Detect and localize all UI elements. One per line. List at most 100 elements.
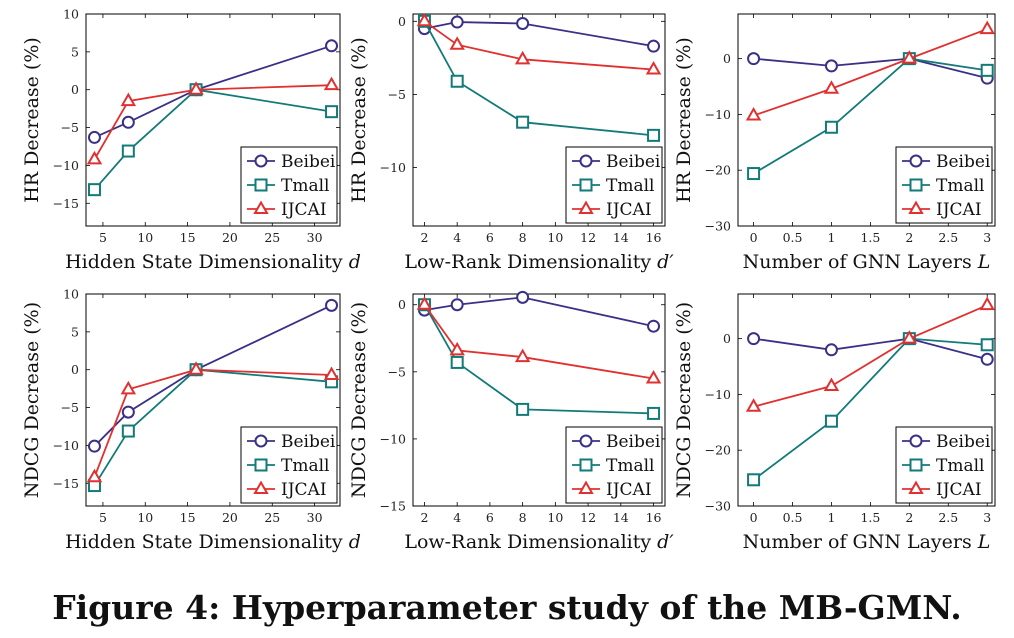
data-point xyxy=(325,39,339,53)
series-line xyxy=(753,57,988,80)
legend-marker xyxy=(254,178,268,192)
y-tick-label: −15 xyxy=(53,476,79,491)
data-point xyxy=(980,352,994,366)
x-axis-variable: L xyxy=(977,531,991,553)
x-axis-variable: L xyxy=(977,251,991,273)
plot-frame xyxy=(85,13,341,227)
legend-marker xyxy=(909,434,923,448)
y-tick-label: −30 xyxy=(705,499,731,514)
y-tick-label: 0 xyxy=(398,297,406,312)
data-point xyxy=(824,343,838,357)
x-tick-label: 0 xyxy=(750,230,758,245)
series-ijcai xyxy=(745,296,995,412)
data-point xyxy=(980,63,994,77)
series-beibei xyxy=(747,332,994,366)
data-point xyxy=(516,115,530,129)
data-point xyxy=(824,120,838,134)
x-tick-label: 15 xyxy=(180,230,196,245)
x-tick-label: 30 xyxy=(307,230,323,245)
x-tick-label: 5 xyxy=(99,230,107,245)
x-tick-label: 25 xyxy=(264,510,280,525)
series-line xyxy=(424,296,654,328)
y-tick-label: 0 xyxy=(71,82,79,97)
plot-frame xyxy=(737,293,996,507)
x-tick-label: 8 xyxy=(519,230,527,245)
x-axis-variable: d xyxy=(349,251,361,273)
data-point xyxy=(516,290,530,304)
data-point xyxy=(747,167,761,181)
legend-label: Beibei xyxy=(606,432,661,452)
x-tick-label: 25 xyxy=(264,230,280,245)
data-point xyxy=(86,150,103,165)
y-tick-label: −10 xyxy=(380,160,406,175)
data-point xyxy=(449,341,465,356)
series-line xyxy=(424,21,654,48)
legend-marker xyxy=(254,434,268,448)
legend-label: IJCAI xyxy=(281,480,327,500)
x-tick-label: 6 xyxy=(486,510,494,525)
x-tick-label: 15 xyxy=(180,510,196,525)
data-point xyxy=(121,144,135,158)
legend-label: Tmall xyxy=(936,456,984,476)
chart-panel-4: 5 10 15 20 25 30 10 5 0 −5 −10 −15 Hidden State Dime… xyxy=(21,287,361,554)
legend-label: IJCAI xyxy=(606,480,652,500)
legend-label: Tmall xyxy=(606,176,654,196)
y-tick-label: −15 xyxy=(53,196,79,211)
x-axis-label: Low-Rank Dimensionality d′ xyxy=(404,531,674,553)
figure-caption: Figure 4: Hyperparameter study of the MB… xyxy=(52,588,962,627)
data-point xyxy=(86,468,103,483)
legend-marker xyxy=(579,434,593,448)
legend: Beibei Tmall IJCAI xyxy=(240,426,338,504)
series-line xyxy=(93,368,332,478)
y-tick-label: −20 xyxy=(705,163,731,178)
data-point xyxy=(647,39,661,53)
legend: Beibei Tmall IJCAI xyxy=(240,146,338,224)
x-axis-label: Number of GNN Layers L xyxy=(743,251,991,273)
x-tick-label: 20 xyxy=(222,230,238,245)
legend-marker xyxy=(578,200,594,214)
y-tick-label: −30 xyxy=(705,219,731,234)
legend-label: IJCAI xyxy=(936,480,982,500)
y-tick-label: 0 xyxy=(723,331,731,346)
data-point xyxy=(323,76,340,91)
legend: Beibei Tmall IJCAI xyxy=(895,426,993,504)
x-tick-label: 0.5 xyxy=(783,230,803,245)
data-point xyxy=(979,296,995,311)
legend-marker xyxy=(579,154,593,168)
x-axis-variable: d′ xyxy=(657,251,674,273)
x-tick-label: 8 xyxy=(519,510,527,525)
legend-label: Beibei xyxy=(281,152,336,172)
y-tick-label: −15 xyxy=(380,499,406,514)
legend-marker xyxy=(578,480,594,494)
y-tick-label: 10 xyxy=(63,7,79,22)
legend-label: IJCAI xyxy=(606,200,652,220)
y-tick-label: −10 xyxy=(53,438,79,453)
y-tick-label: −10 xyxy=(705,107,731,122)
data-point xyxy=(824,59,838,73)
data-point xyxy=(450,355,464,369)
x-tick-label: 20 xyxy=(222,510,238,525)
y-tick-label: 10 xyxy=(63,287,79,302)
y-tick-label: −10 xyxy=(705,387,731,402)
x-axis-label: Low-Rank Dimensionality d′ xyxy=(404,251,674,273)
data-point xyxy=(745,398,762,412)
plot-frame xyxy=(85,293,341,507)
legend-label: Tmall xyxy=(606,456,654,476)
legend-label: IJCAI xyxy=(281,200,327,220)
series-line xyxy=(423,20,654,137)
series-line xyxy=(423,304,654,415)
x-tick-label: 10 xyxy=(547,230,563,245)
x-tick-label: 2 xyxy=(420,230,428,245)
data-point xyxy=(325,105,339,119)
y-axis-label: HR Decrease (%) xyxy=(348,37,370,203)
x-tick-label: 14 xyxy=(613,510,629,525)
data-point xyxy=(121,115,135,129)
series-ijcai xyxy=(86,76,340,165)
data-point xyxy=(647,319,661,333)
plot-frame xyxy=(737,13,996,227)
x-axis-variable: d′ xyxy=(657,531,674,553)
x-tick-label: 1.5 xyxy=(860,510,880,525)
legend-label: Beibei xyxy=(281,432,336,452)
data-point xyxy=(645,370,662,384)
